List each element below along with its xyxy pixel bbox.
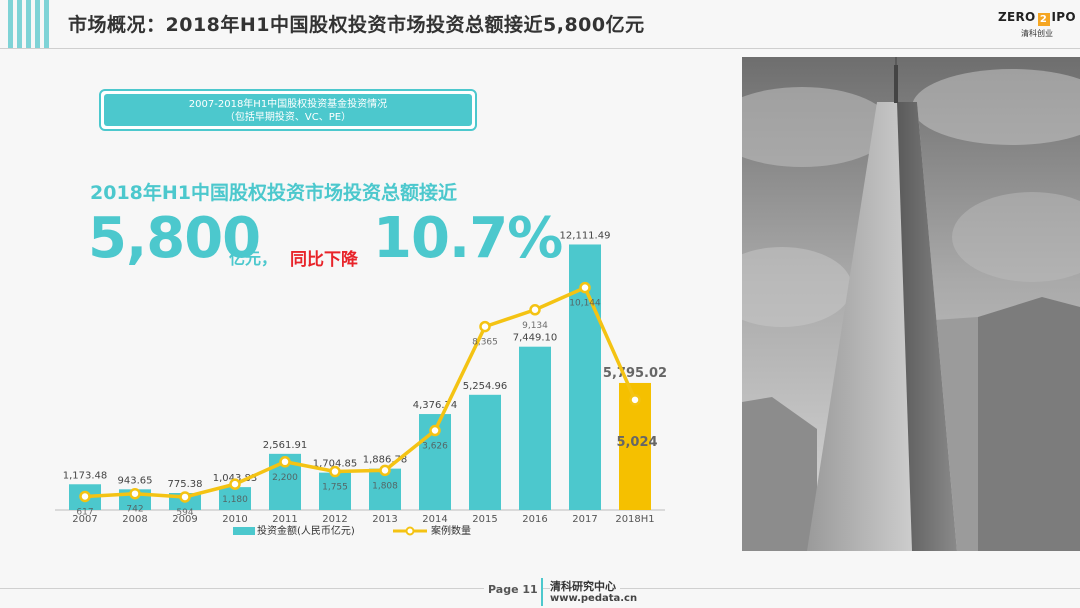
- investment-chart: 1,173.482007943.652008775.3820091,043.83…: [55, 230, 667, 537]
- case-label-2009: 594: [176, 508, 193, 518]
- footer-accent-bar: [541, 578, 543, 606]
- x-tick-2018H1: 2018H1: [615, 514, 654, 525]
- bar-label-2016: 7,449.10: [513, 333, 558, 344]
- case-point-2017: [579, 281, 591, 294]
- page-title: 市场概况：2018年H1中国股权投资市场投资总额接近5,800亿元: [68, 14, 645, 36]
- bar-label-2014: 4,376.74: [413, 400, 458, 411]
- page-number: Page 11: [484, 583, 542, 596]
- x-tick-2011: 2011: [272, 514, 297, 525]
- case-label-2016: 9,134: [522, 321, 548, 331]
- footer-organization: 清科研究中心: [550, 578, 620, 594]
- bar-label-2013: 1,886.78: [363, 455, 408, 466]
- legend-bar-label: 投资金额(人民币亿元): [257, 524, 355, 537]
- case-label-2008: 742: [126, 505, 143, 515]
- legend-bar-swatch: [233, 527, 255, 535]
- x-tick-2007: 2007: [72, 514, 97, 525]
- logo-mark: 2: [1037, 13, 1050, 26]
- bar-label-2012: 1,704.85: [313, 459, 358, 470]
- case-point-2012: [329, 465, 341, 478]
- title-divider: [0, 48, 1080, 49]
- case-point-2009: [179, 491, 191, 503]
- bar-label-2018H1: 5,795.02: [603, 366, 667, 381]
- x-tick-2010: 2010: [222, 514, 247, 525]
- case-point-2015: [479, 320, 491, 333]
- bar-label-2017: 12,111.49: [560, 230, 611, 241]
- case-label-2014: 3,626: [422, 442, 448, 452]
- case-point-2008: [129, 487, 141, 500]
- case-point-2013: [379, 464, 391, 477]
- case-label-2017: 10,144: [569, 299, 601, 309]
- bar-2010: [219, 487, 251, 510]
- case-label-2012: 1,755: [322, 483, 348, 493]
- brand-logo: ZERO 2 IPO 清科创业: [998, 10, 1076, 44]
- case-label-2018H1: 5,024: [616, 435, 657, 450]
- skyscraper-photo: [742, 57, 1080, 551]
- legend-line-marker: [405, 526, 415, 536]
- x-tick-2017: 2017: [572, 514, 597, 525]
- case-point-2014: [429, 424, 441, 437]
- case-point-2011: [279, 456, 291, 468]
- footer-url: www.pedata.cn: [550, 593, 638, 604]
- bar-2016: [519, 346, 551, 510]
- case-point-2016: [529, 304, 541, 316]
- logo-text-right: IPO: [1051, 10, 1076, 24]
- case-label-2015: 8,365: [472, 338, 498, 348]
- bar-label-2009: 775.38: [168, 479, 203, 490]
- case-label-2011: 2,200: [272, 473, 298, 483]
- case-point-2007: [79, 490, 91, 503]
- case-point-2018H1: [629, 394, 641, 406]
- case-point-2010: [229, 478, 241, 490]
- logo-text-left: ZERO: [998, 10, 1036, 24]
- headline-text: 2018年H1中国股权投资市场投资总额接近: [90, 182, 458, 204]
- case-label-2013: 1,808: [372, 481, 398, 491]
- bar-label-2008: 943.65: [118, 475, 153, 486]
- chart-caption-box: 2007-2018年H1中国股权投资基金投资情况 （包括早期投资、VC、PE）: [99, 89, 477, 131]
- bar-label-2007: 1,173.48: [63, 470, 108, 481]
- x-tick-2016: 2016: [522, 514, 547, 525]
- headline-percent: 10.7%: [373, 206, 563, 271]
- header-stripes: [0, 0, 60, 48]
- x-tick-2012: 2012: [322, 514, 347, 525]
- x-tick-2014: 2014: [422, 514, 447, 525]
- case-count-line: [84, 285, 637, 499]
- case-label-2007: 617: [76, 507, 93, 517]
- headline-unit: 亿元，: [229, 249, 278, 268]
- headline-decline-text: 同比下降: [290, 250, 358, 270]
- bar-2012: [319, 472, 351, 510]
- headline-big-number: 5,800: [88, 206, 261, 271]
- caption-line-2: （包括早期投资、VC、PE）: [224, 112, 352, 123]
- bar-2015: [469, 394, 501, 510]
- legend-line-label: 案例数量: [431, 524, 471, 537]
- logo-subtitle: 清科创业: [1021, 29, 1053, 38]
- x-tick-2015: 2015: [472, 514, 497, 525]
- bar-label-2015: 5,254.96: [463, 381, 508, 392]
- x-tick-2008: 2008: [122, 514, 147, 525]
- case-label-2010: 1,180: [222, 495, 248, 505]
- bar-label-2011: 2,561.91: [263, 440, 308, 451]
- x-tick-2013: 2013: [372, 514, 397, 525]
- caption-line-1: 2007-2018年H1中国股权投资基金投资情况: [188, 99, 388, 110]
- x-tick-2009: 2009: [172, 514, 197, 525]
